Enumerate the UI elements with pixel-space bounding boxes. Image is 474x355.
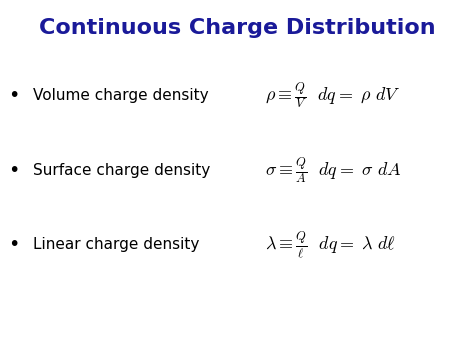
Text: Volume charge density: Volume charge density [33,88,209,103]
Text: •: • [9,235,20,255]
Text: •: • [9,86,20,105]
Text: Surface charge density: Surface charge density [33,163,210,178]
Text: $\rho \equiv \frac{Q}{V} \ \ dq = \ \rho \ dV$: $\rho \equiv \frac{Q}{V} \ \ dq = \ \rho… [265,81,401,111]
Text: Continuous Charge Distribution: Continuous Charge Distribution [39,18,435,38]
Text: Linear charge density: Linear charge density [33,237,200,252]
Text: $\lambda \equiv \frac{Q}{\ell} \ \ dq = \ \lambda \ d\ell$: $\lambda \equiv \frac{Q}{\ell} \ \ dq = … [265,229,397,261]
Text: •: • [9,161,20,180]
Text: $\sigma \equiv \frac{Q}{A} \ \ dq = \ \sigma \ dA$: $\sigma \equiv \frac{Q}{A} \ \ dq = \ \s… [265,155,402,186]
